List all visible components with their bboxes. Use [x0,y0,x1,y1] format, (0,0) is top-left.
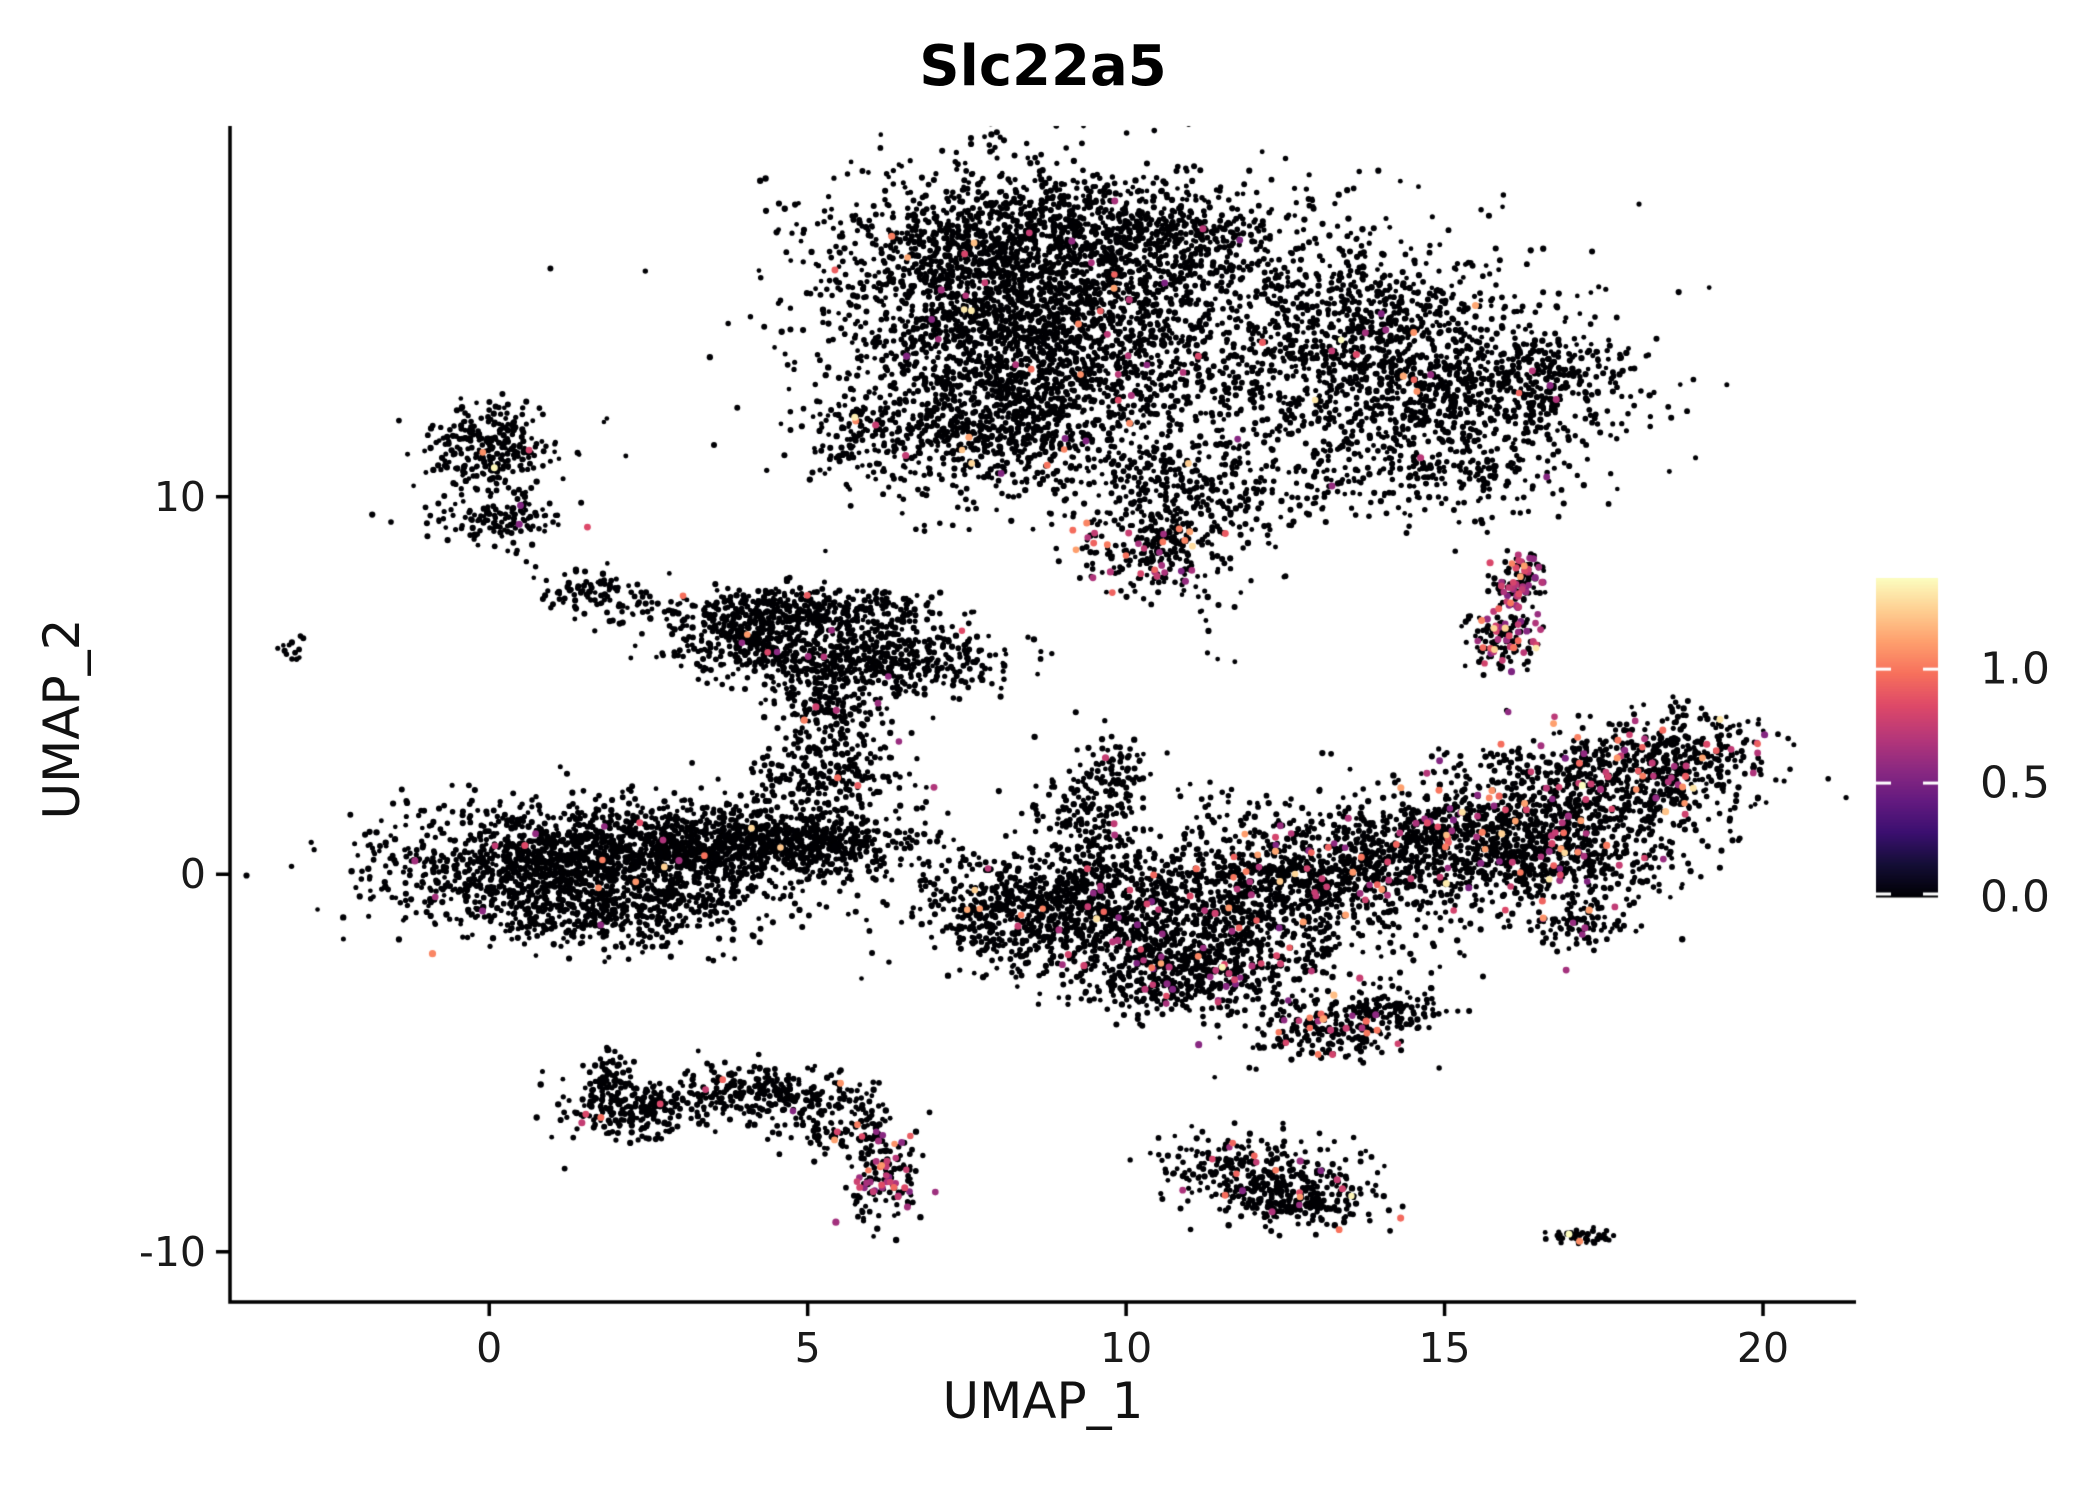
x-tick-label-0: 0 [476,1324,503,1372]
y-axis-label: UMAP_2 [33,618,91,820]
y-tick-label-10: 10 [153,472,206,521]
colorbar-tick-label-1: 1.0 [1980,643,2050,695]
x-tick-label-15: 15 [1418,1324,1471,1372]
y-tick-label-neg10: -10 [139,1227,206,1276]
colorbar-tick-label-05: 0.5 [1980,757,2050,809]
plot-title: Slc22a5 [919,34,1167,99]
colorbar-tick-label-0: 0.0 [1980,871,2050,923]
x-tick-label-20: 20 [1736,1324,1790,1372]
x-tick-label-5: 5 [794,1324,821,1372]
x-tick-label-10: 10 [1100,1324,1153,1372]
x-axis-label: UMAP_1 [942,1372,1144,1430]
y-tick-label-0: 0 [179,850,206,899]
